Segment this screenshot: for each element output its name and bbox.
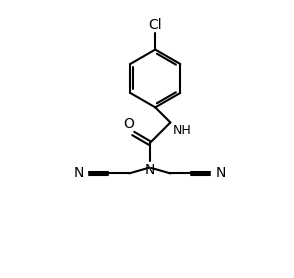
Text: Cl: Cl <box>148 18 162 32</box>
Text: N: N <box>145 163 155 177</box>
Text: O: O <box>124 117 135 131</box>
Text: NH: NH <box>173 124 191 137</box>
Text: N: N <box>216 167 226 180</box>
Text: N: N <box>73 167 84 180</box>
